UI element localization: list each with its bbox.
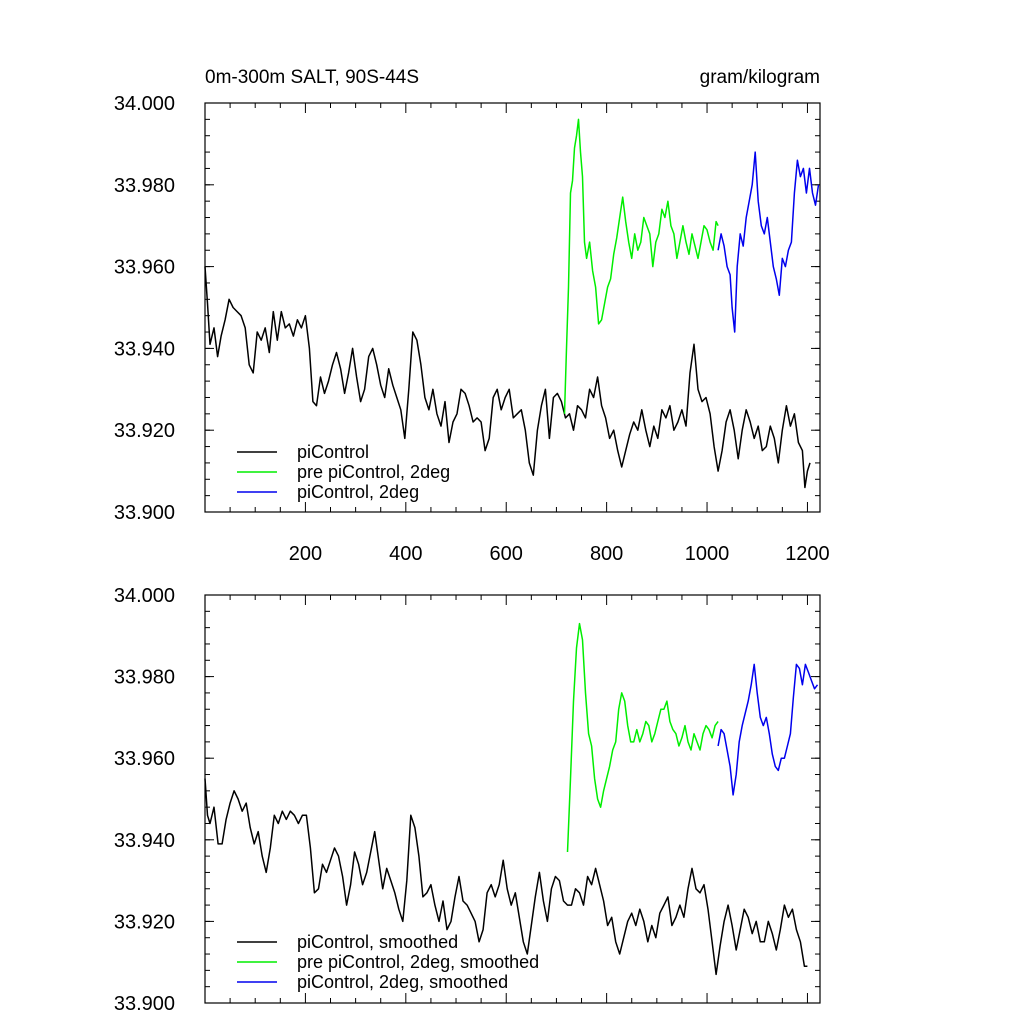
bottom-panel: 34.000 33.980 33.960 33.940 33.920 33.900 piCo… [114, 585, 821, 1015]
y-tick-label: 33.960 [114, 257, 175, 279]
x-tick-label: 800 [590, 543, 623, 565]
legend-label: piControl, 2deg [297, 482, 419, 502]
chart-title: 0m-300m SALT, 90S-44S [205, 67, 419, 88]
y-tick-label: 33.980 [114, 175, 175, 197]
y-tick-label: 33.920 [114, 911, 175, 933]
x-tick-label: 1000 [685, 543, 730, 565]
series-line-1 [204, 266, 811, 489]
legend-label: piControl, smoothed [297, 932, 458, 952]
x-tick-label: 600 [490, 543, 523, 565]
y-tick-label: 33.980 [114, 667, 175, 689]
y-tick-label: 33.940 [114, 338, 175, 360]
legend-label: piControl, 2deg, smoothed [297, 972, 508, 992]
series-line-2 [563, 118, 719, 414]
y-tick-label: 33.960 [114, 748, 175, 770]
x-tick-label: 200 [289, 543, 322, 565]
y-tick-label: 33.920 [114, 420, 175, 442]
legend-label: pre piControl, 2deg, smoothed [297, 952, 539, 972]
series-line-1 [204, 778, 808, 976]
series-line-3 [717, 663, 819, 796]
x-tick-label: 1200 [785, 543, 830, 565]
plot-frame [204, 102, 821, 513]
y-tick-label: 33.940 [114, 830, 175, 852]
y-tick-label: 34.000 [114, 93, 175, 115]
legend-label: pre piControl, 2deg [297, 462, 450, 482]
y-tick-label: 34.000 [114, 585, 175, 607]
units-label: gram/kilogram [700, 67, 820, 88]
y-tick-label: 33.900 [114, 993, 175, 1015]
legend-label: piControl [297, 442, 369, 462]
plot-frame [204, 594, 821, 1004]
x-tick-label: 400 [389, 543, 422, 565]
top-panel: 34.000 33.980 33.960 33.940 33.920 33.900 200 4… [114, 67, 830, 565]
series-line-2 [566, 622, 719, 853]
series-line-3 [717, 151, 820, 333]
y-tick-label: 33.900 [114, 502, 175, 524]
